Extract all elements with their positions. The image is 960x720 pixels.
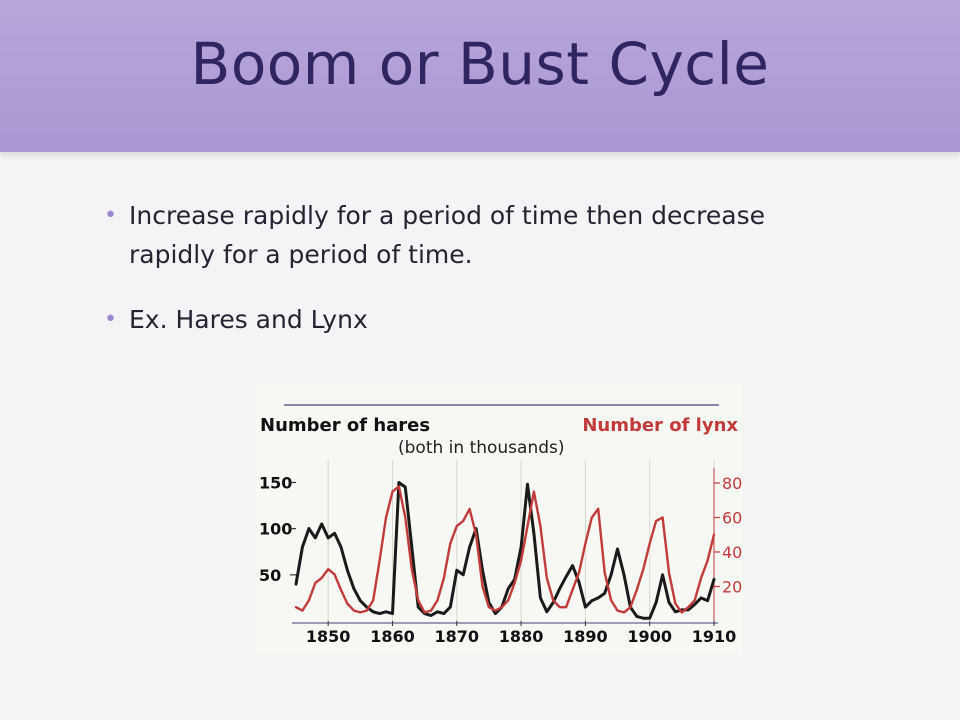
bullet-item: • Increase rapidly for a period of time … (104, 196, 804, 274)
x-tick-label: 1890 (563, 627, 608, 646)
hare-lynx-chart: Number of hares Number of lynx (both in … (256, 384, 743, 655)
bullet-text: Ex. Hares and Lynx (129, 305, 368, 334)
slide-title: Boom or Bust Cycle (190, 30, 770, 98)
legend-hares: Number of hares (260, 415, 430, 436)
y-left-tick-label: 150 (259, 473, 292, 492)
axis-layer: 1850 1860 1870 1880 1890 1900 1910 150 100 50 80 60… (259, 468, 742, 646)
y-right-tick-label: 40 (722, 543, 742, 562)
x-tick-label: 1900 (627, 627, 672, 646)
bullet-text: Increase rapidly for a period of time th… (129, 201, 766, 269)
bullet-item: • Ex. Hares and Lynx (104, 300, 804, 339)
x-tick-label: 1880 (499, 627, 544, 646)
x-tick-label: 1850 (306, 627, 351, 646)
y-right-tick-label: 80 (722, 474, 742, 493)
title-band: Boom or Bust Cycle (0, 0, 960, 152)
hares-series-line (294, 481, 716, 620)
chart-subtitle: (both in thousands) (398, 438, 565, 458)
lynx-series-line (294, 485, 716, 614)
series-layer (294, 481, 716, 620)
bullet-dot: • (104, 307, 117, 332)
y-left-tick-label: 50 (259, 566, 281, 585)
x-tick-label: 1870 (435, 627, 480, 646)
bullet-list: • Increase rapidly for a period of time … (104, 196, 804, 365)
bullet-dot: • (104, 203, 117, 228)
y-right-tick-label: 20 (722, 577, 742, 596)
legend-lynx: Number of lynx (582, 415, 738, 436)
x-tick-label: 1860 (370, 627, 415, 646)
y-right-tick-label: 60 (722, 508, 742, 527)
y-left-tick-label: 100 (259, 520, 292, 539)
x-tick-label: 1910 (692, 627, 737, 646)
chart-svg: Number of hares Number of lynx (both in … (256, 384, 743, 655)
